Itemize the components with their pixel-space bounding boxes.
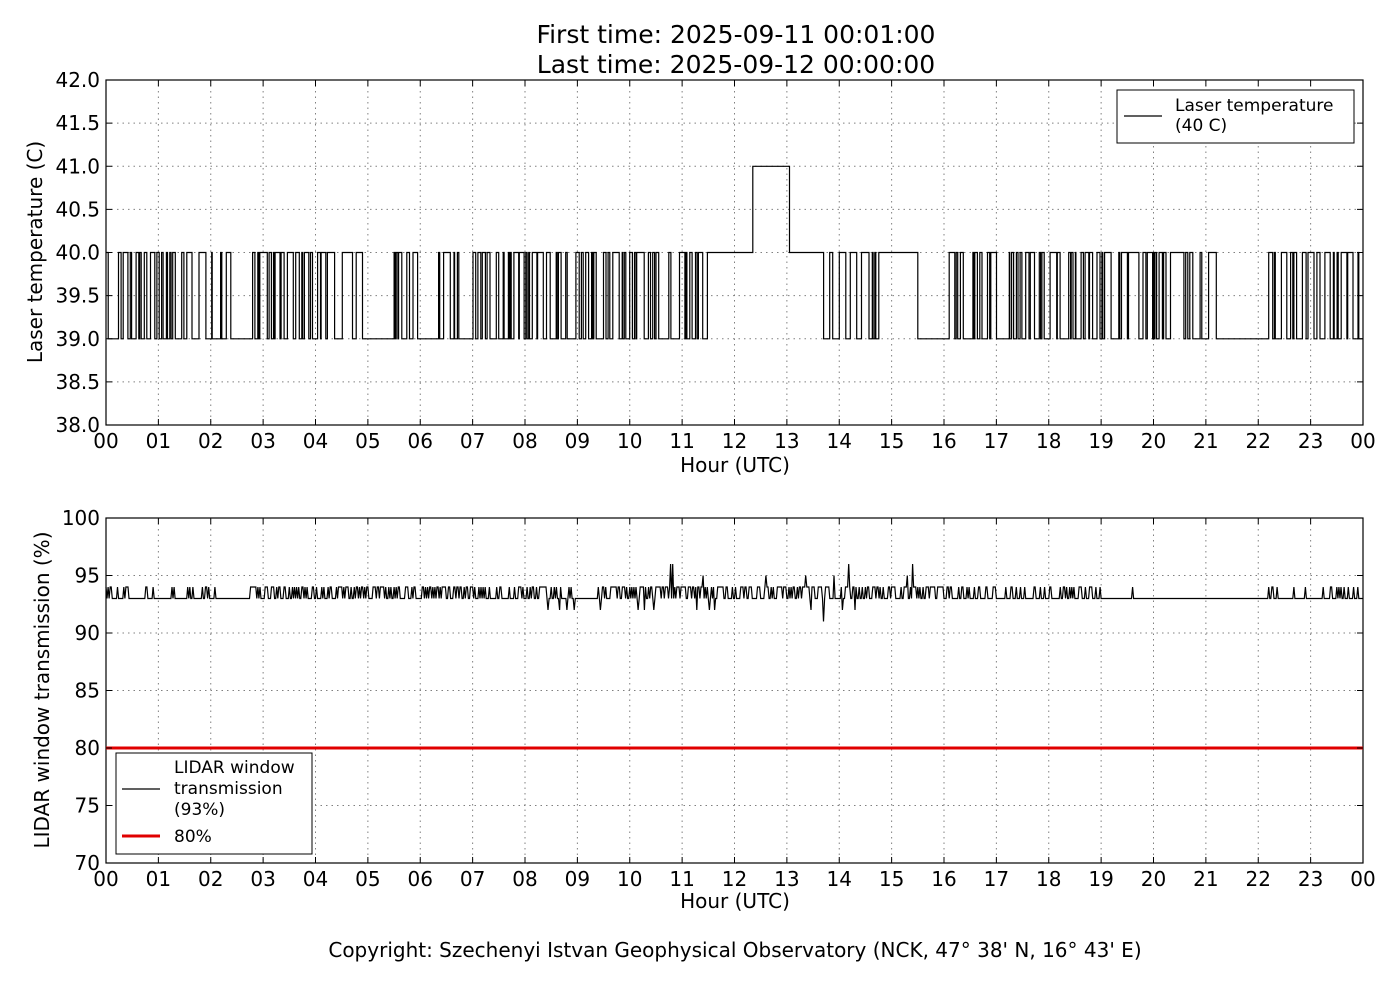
lidar-legend-label-3: (93%) <box>174 800 225 820</box>
x-tick-label: 12 <box>722 867 747 891</box>
title-line-first-time: First time: 2025-09-11 00:01:00 <box>537 20 936 49</box>
y-tick-label: 38.0 <box>55 413 100 437</box>
y-tick-label: 40.0 <box>55 241 100 265</box>
x-tick-label: 05 <box>355 429 380 453</box>
x-tick-label: 11 <box>669 429 694 453</box>
laser-temperature-xlabel: Hour (UTC) <box>680 453 790 477</box>
y-tick-label: 70 <box>75 851 100 875</box>
x-tick-label: 00 <box>1350 429 1375 453</box>
x-tick-label: 14 <box>827 429 852 453</box>
x-tick-label: 17 <box>984 867 1009 891</box>
x-tick-label: 00 <box>1350 867 1375 891</box>
x-tick-label: 07 <box>460 429 485 453</box>
series-line-0 <box>105 563 1363 622</box>
y-tick-label: 42.0 <box>55 68 100 92</box>
x-tick-label: 03 <box>250 429 275 453</box>
x-tick-label: 01 <box>146 867 171 891</box>
x-tick-label: 20 <box>1141 867 1166 891</box>
laser-temperature-legend-label-2: (40 C) <box>1175 116 1227 136</box>
lidar-transmission-xlabel: Hour (UTC) <box>680 889 790 913</box>
x-tick-label: 09 <box>565 429 590 453</box>
y-tick-label: 80 <box>75 736 100 760</box>
x-tick-label: 18 <box>1036 429 1061 453</box>
x-tick-label: 11 <box>669 867 694 891</box>
x-tick-label: 00 <box>93 429 118 453</box>
x-tick-label: 22 <box>1246 867 1271 891</box>
y-tick-label: 85 <box>75 679 100 703</box>
x-tick-label: 10 <box>617 429 642 453</box>
x-tick-label: 12 <box>722 429 747 453</box>
x-tick-label: 00 <box>93 867 118 891</box>
copyright-footer: Copyright: Szechenyi Istvan Geophysical … <box>328 938 1141 962</box>
y-tick-label: 41.5 <box>55 111 100 135</box>
laser-temperature-plot: 00 01 02 03 04 05 06 07 08 09 10 11 12 13 14 15 16 17 18 19… <box>23 68 1376 477</box>
y-tick-label: 100 <box>62 506 100 530</box>
x-tick-label: 19 <box>1088 429 1113 453</box>
x-tick-label: 05 <box>355 867 380 891</box>
y-tick-label: 39.0 <box>55 327 100 351</box>
x-tick-label: 18 <box>1036 867 1061 891</box>
x-tick-label: 08 <box>512 429 537 453</box>
lidar-legend-label-2: transmission <box>174 779 283 799</box>
y-tick-label: 38.5 <box>55 370 100 394</box>
lidar-transmission-legend: LIDAR window transmission (93%) 80% <box>115 752 313 855</box>
series-line-0 <box>106 165 1363 340</box>
x-tick-label: 03 <box>250 867 275 891</box>
x-tick-label: 01 <box>146 429 171 453</box>
y-tick-label: 40.5 <box>55 197 100 221</box>
x-tick-label: 17 <box>984 429 1009 453</box>
x-tick-label: 10 <box>617 867 642 891</box>
x-tick-label: 21 <box>1193 429 1218 453</box>
x-tick-label: 23 <box>1298 867 1323 891</box>
x-tick-label: 06 <box>408 867 433 891</box>
y-tick-label: 39.5 <box>55 284 100 308</box>
y-tick-label: 41.0 <box>55 154 100 178</box>
x-tick-label: 06 <box>408 429 433 453</box>
x-tick-label: 20 <box>1141 429 1166 453</box>
x-tick-label: 02 <box>198 867 223 891</box>
x-tick-label: 08 <box>512 867 537 891</box>
x-tick-label: 13 <box>774 867 799 891</box>
laser-temperature-legend-label-1: Laser temperature <box>1175 96 1333 116</box>
y-tick-label: 95 <box>75 564 100 588</box>
lidar-transmission-ylabel: LIDAR window transmission (%) <box>30 532 54 849</box>
x-tick-label: 02 <box>198 429 223 453</box>
x-tick-label: 04 <box>303 429 328 453</box>
laser-temperature-legend: Laser temperature (40 C) <box>1116 89 1355 144</box>
x-tick-label: 04 <box>303 867 328 891</box>
lidar-legend-label-1: LIDAR window <box>174 758 295 778</box>
lidar-transmission-plot: 00 01 02 03 04 05 06 07 08 09 10 11 12 13 14 15 16 17 18 19… <box>30 506 1376 913</box>
y-tick-label: 75 <box>75 794 100 818</box>
x-tick-label: 22 <box>1246 429 1271 453</box>
title-line-last-time: Last time: 2025-09-12 00:00:00 <box>537 50 935 79</box>
x-tick-label: 14 <box>827 867 852 891</box>
x-tick-label: 07 <box>460 867 485 891</box>
x-tick-label: 15 <box>879 429 904 453</box>
x-tick-label: 09 <box>565 867 590 891</box>
x-tick-label: 16 <box>931 867 956 891</box>
x-tick-label: 16 <box>931 429 956 453</box>
lidar-legend-label-threshold: 80% <box>174 827 212 847</box>
x-tick-label: 13 <box>774 429 799 453</box>
laser-temperature-ylabel: Laser temperature (C) <box>23 141 47 363</box>
x-tick-label: 21 <box>1193 867 1218 891</box>
x-tick-label: 23 <box>1298 429 1323 453</box>
x-tick-label: 19 <box>1088 867 1113 891</box>
x-tick-label: 15 <box>879 867 904 891</box>
y-tick-label: 90 <box>75 621 100 645</box>
